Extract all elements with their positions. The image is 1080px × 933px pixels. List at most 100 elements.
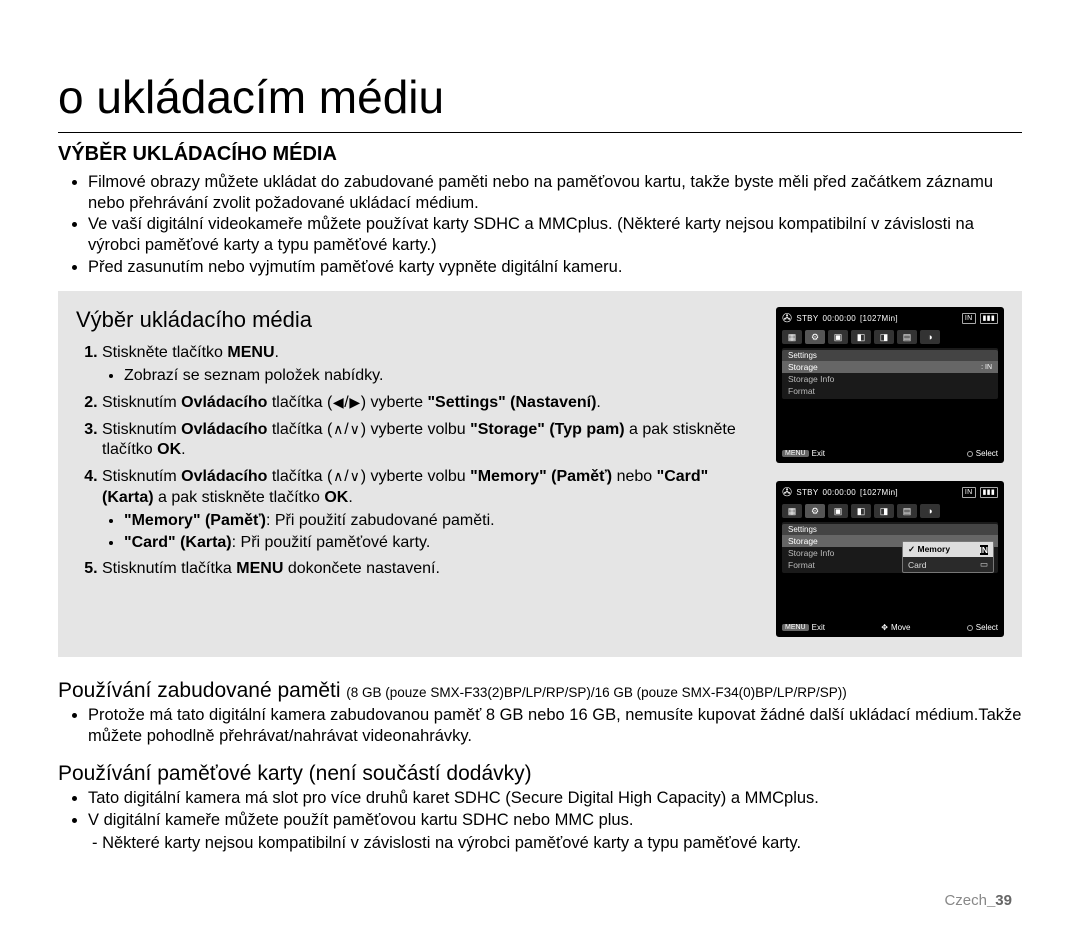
text: OK	[157, 441, 181, 458]
step-4-sub: "Memory" (Paměť): Při použití zabudované…	[124, 511, 762, 532]
lcd-stby: STBY	[796, 488, 818, 497]
menu-button-icon: MENU	[782, 450, 809, 457]
lcd-menu-format: Format	[782, 385, 998, 397]
lcd-select: Select	[976, 449, 998, 458]
arrow-down-icon: ∨	[349, 467, 361, 485]
lcd-popup: ✓ Memory IN Card ▭	[902, 541, 994, 573]
in-badge-icon: IN	[980, 545, 989, 555]
text: tlačítka (	[267, 421, 332, 438]
lcd-tab-settings-icon: ⚙	[805, 330, 825, 344]
text: .	[275, 344, 279, 361]
lcd-screenshot-1: ✇ STBY 00:00:00 [1027Min] IN ▮▮▮ ▦ ⚙ ▣ ◧…	[776, 307, 1004, 463]
text: ) vyberte volbu	[361, 468, 470, 485]
card-bullet: Tato digitální kamera má slot pro více d…	[88, 788, 1022, 809]
intro-bullet: Před zasunutím nebo vyjmutím paměťové ka…	[88, 257, 1022, 278]
lcd-stby: STBY	[796, 314, 818, 323]
text: tlačítka (	[267, 394, 332, 411]
arrow-up-icon: ∧	[332, 420, 344, 438]
text: Stiskněte tlačítko	[102, 344, 227, 361]
lcd-remain: [1027Min]	[860, 314, 898, 323]
text: MENU	[227, 344, 274, 361]
camera-icon: ✇	[782, 486, 792, 498]
page-title: o ukládacím médiu	[58, 70, 1022, 124]
lcd-tab-icon: ◑	[920, 504, 940, 518]
arrow-up-icon: ∧	[332, 467, 344, 485]
lcd-tab-settings-icon: ⚙	[805, 504, 825, 518]
text: Ovládacího	[181, 468, 267, 485]
arrow-down-icon: ∨	[349, 420, 361, 438]
lcd-time: 00:00:00	[822, 314, 856, 323]
text: "Settings" (Nastavení)	[427, 394, 596, 411]
text: Card	[908, 560, 926, 570]
camera-icon: ✇	[782, 312, 792, 324]
section-heading: VÝBĚR UKLÁDACÍHO MÉDIA	[58, 143, 1022, 166]
move-icon: ✥	[881, 623, 888, 632]
lcd-tab-icon: ▣	[828, 330, 848, 344]
page-number: Czech_39	[944, 892, 1012, 909]
instruction-box: Výběr ukládacího média Stiskněte tlačítk…	[58, 291, 1022, 657]
lcd-menu-storage-info: Storage Info	[782, 373, 998, 385]
text: Memory	[918, 544, 951, 554]
step-4-sub: "Card" (Karta): Při použití paměťové kar…	[124, 533, 762, 554]
in-badge-icon: IN	[962, 313, 976, 324]
text: Ovládacího	[181, 421, 267, 438]
text: dokončete nastavení.	[283, 560, 440, 577]
step-1-sub: Zobrazí se seznam položek nabídky.	[124, 366, 762, 387]
check-icon: ✓	[908, 544, 915, 554]
intro-bullet-list: Filmové obrazy můžete ukládat do zabudov…	[58, 172, 1022, 277]
text: ) vyberte	[361, 394, 428, 411]
lcd-time: 00:00:00	[822, 488, 856, 497]
footer-page-num: _39	[987, 892, 1012, 909]
lcd-tab-icon: ▣	[828, 504, 848, 518]
card-title: Používání paměťové karty (není součástí …	[58, 762, 532, 785]
lcd-exit: Exit	[812, 449, 825, 458]
in-badge-icon: IN	[985, 364, 992, 371]
text: Storage	[788, 536, 818, 546]
text: Stisknutím	[102, 421, 181, 438]
intro-bullet: Ve vaší digitální videokameře můžete pou…	[88, 214, 1022, 255]
card-bullet-dash: - Některé karty nejsou kompatibilní v zá…	[88, 833, 1022, 854]
lcd-tab-icon: ▤	[897, 330, 917, 344]
lcd-tab-icon: ◨	[874, 330, 894, 344]
text: a pak stiskněte tlačítko	[154, 489, 325, 506]
card-section: Používání paměťové karty (není součástí …	[58, 762, 1022, 853]
step-5: Stisknutím tlačítka MENU dokončete nasta…	[102, 559, 762, 580]
text: V digitální kameře můžete použít paměťov…	[88, 811, 633, 829]
text: .	[596, 394, 600, 411]
text: Stisknutím tlačítka	[102, 560, 236, 577]
menu-button-icon: MENU	[782, 624, 809, 631]
lcd-remain: [1027Min]	[860, 488, 898, 497]
steps-list: Stiskněte tlačítko MENU. Zobrazí se sezn…	[76, 343, 762, 580]
step-3: Stisknutím Ovládacího tlačítka (∧/∨) vyb…	[102, 420, 762, 462]
lcd-tab-icon: ◨	[874, 504, 894, 518]
intro-bullet: Filmové obrazy můžete ukládat do zabudov…	[88, 172, 1022, 213]
text: Ovládacího	[181, 394, 267, 411]
lcd-move: Move	[891, 623, 911, 632]
step-2: Stisknutím Ovládacího tlačítka (◀/▶) vyb…	[102, 393, 762, 414]
footer-lang: Czech	[944, 892, 987, 909]
builtin-note: (8 GB (pouze SMX-F33(2)BP/LP/RP/SP)/16 G…	[343, 685, 847, 700]
lcd-exit: Exit	[812, 623, 825, 632]
lcd-popup-card: Card ▭	[903, 557, 993, 572]
text: Storage Info	[788, 374, 834, 384]
text: MENU	[236, 560, 283, 577]
lcd-tab-icon: ▦	[782, 504, 802, 518]
text: "Memory" (Paměť)	[470, 468, 612, 485]
lcd-screenshot-2: ✇ STBY 00:00:00 [1027Min] IN ▮▮▮ ▦ ⚙ ▣ ◧…	[776, 481, 1004, 637]
text: Stisknutím	[102, 394, 181, 411]
in-badge-icon: IN	[962, 487, 976, 498]
text: Stisknutím	[102, 468, 181, 485]
text: "Memory" (Paměť)	[124, 512, 266, 529]
lcd-tab-icon: ▤	[897, 504, 917, 518]
lcd-settings-header: Settings	[782, 350, 998, 361]
text: OK	[324, 489, 348, 506]
text: .	[348, 489, 352, 506]
title-rule	[58, 132, 1022, 133]
text: tlačítka (	[267, 468, 332, 485]
builtin-section: Používání zabudované paměti (8 GB (pouze…	[58, 679, 1022, 746]
lcd-tab-icon: ▦	[782, 330, 802, 344]
lcd-tab-icon: ◧	[851, 330, 871, 344]
text: Format	[788, 386, 815, 396]
builtin-bullet: Protože má tato digitální kamera zabudov…	[88, 705, 1022, 746]
lcd-tab-icon: ◧	[851, 504, 871, 518]
